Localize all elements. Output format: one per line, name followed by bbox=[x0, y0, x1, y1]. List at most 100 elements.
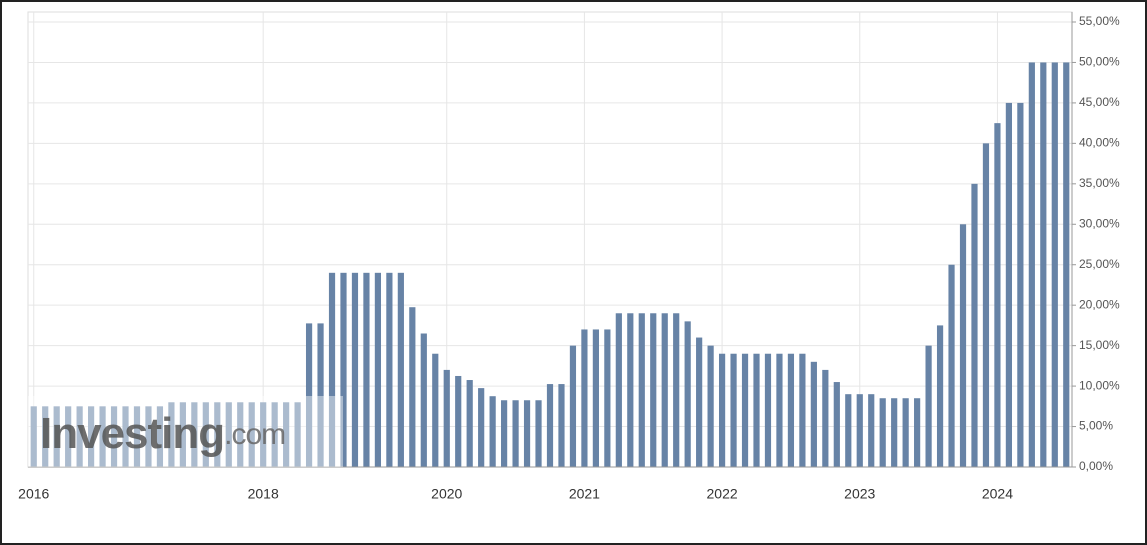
bar bbox=[214, 402, 221, 467]
bar bbox=[959, 224, 967, 467]
bar bbox=[53, 406, 60, 467]
bar bbox=[271, 402, 278, 467]
bar bbox=[546, 384, 554, 467]
x-tick-label: 2023 bbox=[844, 486, 875, 502]
bar bbox=[1051, 62, 1058, 468]
bar bbox=[523, 400, 531, 467]
bar bbox=[99, 406, 106, 467]
bar bbox=[409, 307, 416, 467]
bar bbox=[971, 183, 978, 467]
bar bbox=[868, 394, 875, 467]
bar bbox=[88, 406, 95, 467]
bar bbox=[1063, 62, 1070, 468]
bar bbox=[604, 329, 611, 467]
bar bbox=[340, 272, 347, 467]
bar bbox=[627, 313, 634, 467]
bar bbox=[581, 329, 588, 467]
bar bbox=[914, 398, 921, 467]
bar bbox=[822, 369, 829, 467]
y-tick-label: 20,00% bbox=[1079, 297, 1120, 311]
bar bbox=[305, 323, 313, 467]
bar bbox=[810, 361, 817, 467]
x-tick-label: 2018 bbox=[248, 486, 279, 502]
bar bbox=[225, 402, 232, 467]
bar bbox=[856, 394, 863, 467]
bar bbox=[191, 402, 198, 467]
bar bbox=[696, 337, 703, 467]
bar bbox=[684, 321, 691, 467]
bar bbox=[168, 402, 175, 467]
bar bbox=[110, 406, 118, 467]
x-tick-label: 2021 bbox=[569, 486, 600, 502]
bar bbox=[902, 398, 909, 467]
y-tick-label: 10,00% bbox=[1079, 378, 1120, 392]
bar bbox=[936, 325, 944, 467]
bar bbox=[351, 272, 359, 467]
bar bbox=[42, 406, 49, 467]
bar bbox=[1040, 62, 1047, 468]
y-tick-label: 25,00% bbox=[1079, 257, 1120, 271]
bar bbox=[455, 375, 462, 467]
bar bbox=[133, 406, 141, 467]
bar bbox=[650, 313, 657, 467]
y-tick-label: 5,00% bbox=[1079, 419, 1113, 433]
bar bbox=[156, 406, 164, 467]
bar bbox=[374, 272, 382, 467]
bar bbox=[76, 406, 83, 467]
bar bbox=[283, 402, 290, 467]
bar bbox=[443, 369, 450, 467]
x-tick-label: 2022 bbox=[707, 486, 738, 502]
bar bbox=[925, 345, 932, 467]
bar bbox=[558, 384, 565, 467]
bar bbox=[489, 396, 496, 467]
bar bbox=[776, 353, 783, 467]
y-tick-label: 15,00% bbox=[1079, 338, 1120, 352]
bar bbox=[202, 402, 209, 467]
y-tick-label: 35,00% bbox=[1079, 176, 1120, 190]
bar bbox=[420, 333, 427, 467]
bar bbox=[741, 353, 749, 467]
bar bbox=[994, 123, 1001, 468]
bar bbox=[982, 143, 990, 467]
bar bbox=[145, 406, 152, 467]
bar bbox=[1005, 102, 1012, 467]
y-tick-label: 50,00% bbox=[1079, 55, 1120, 69]
y-tick-label: 0,00% bbox=[1079, 459, 1113, 473]
bar bbox=[386, 272, 393, 467]
bar bbox=[260, 402, 267, 467]
watermark-backdrop bbox=[28, 396, 343, 467]
bar bbox=[237, 402, 244, 467]
y-tick-label: 45,00% bbox=[1079, 95, 1120, 109]
y-tick-label: 40,00% bbox=[1079, 136, 1120, 150]
bar bbox=[317, 323, 324, 467]
bar bbox=[478, 388, 485, 467]
bar bbox=[638, 313, 645, 467]
bar bbox=[179, 402, 186, 467]
bar bbox=[501, 400, 508, 467]
bar bbox=[891, 398, 898, 467]
bar bbox=[764, 353, 772, 467]
bar bbox=[294, 402, 301, 467]
bar bbox=[1028, 62, 1035, 468]
bar bbox=[799, 353, 806, 467]
bar bbox=[673, 313, 680, 467]
bar bbox=[661, 313, 668, 467]
bar bbox=[328, 272, 336, 467]
bar bbox=[397, 272, 404, 467]
bar bbox=[845, 394, 852, 467]
watermark: Investing.com bbox=[40, 409, 285, 458]
watermark-suffix: .com bbox=[224, 418, 285, 451]
bar bbox=[592, 329, 599, 467]
y-tick-label: 30,00% bbox=[1079, 216, 1120, 230]
x-tick-label: 2020 bbox=[431, 486, 462, 502]
bar bbox=[948, 264, 955, 467]
bar bbox=[615, 313, 622, 467]
bar bbox=[787, 353, 795, 467]
bar bbox=[122, 406, 129, 467]
bar bbox=[753, 353, 760, 467]
x-tick-label: 2016 bbox=[18, 486, 49, 502]
bar bbox=[65, 406, 72, 467]
bar bbox=[248, 402, 255, 467]
